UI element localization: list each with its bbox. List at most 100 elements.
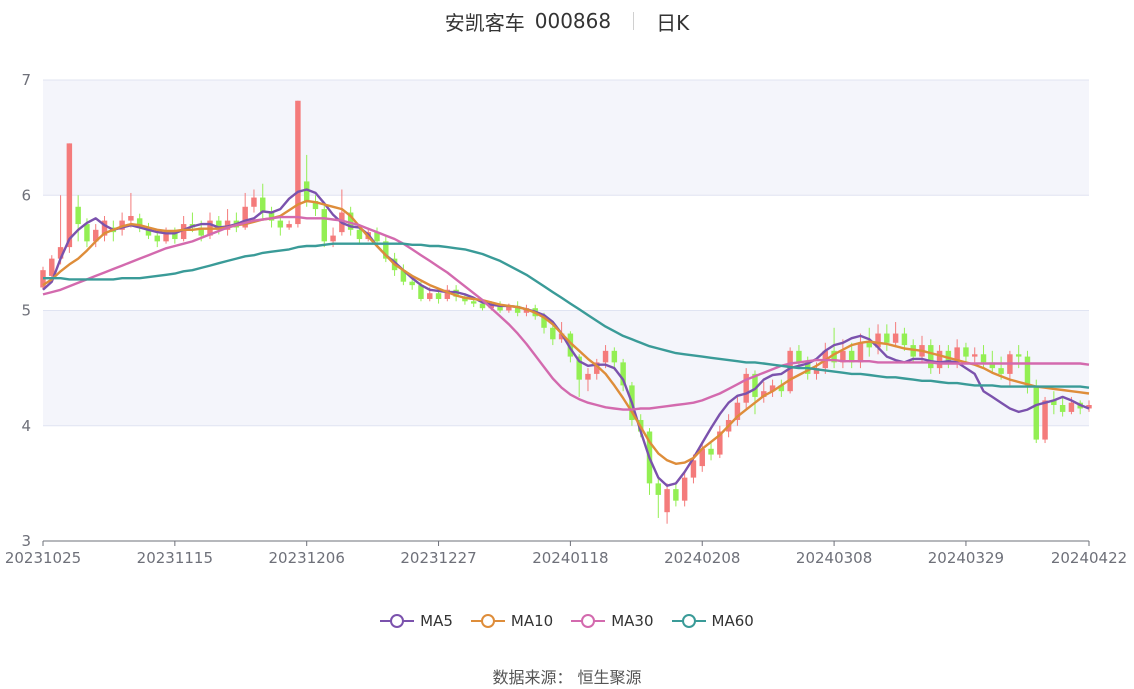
header-separator <box>633 12 635 30</box>
candle-body <box>295 100 301 225</box>
candle-body <box>154 235 160 242</box>
candle-body <box>761 391 767 397</box>
data-source: 数据来源： 恒生聚源 <box>492 668 642 687</box>
candle <box>339 189 345 236</box>
candle <box>286 220 292 230</box>
candle <box>400 264 407 286</box>
legend-label: MA60 <box>711 612 754 630</box>
candle <box>585 368 591 392</box>
legend-item-ma60[interactable]: MA60 <box>671 612 754 630</box>
candle-body <box>268 212 275 221</box>
candle-body <box>479 303 486 309</box>
candle-body <box>435 293 442 299</box>
candle-body <box>690 460 697 478</box>
candle-body <box>989 362 996 369</box>
legend-item-ma30[interactable]: MA30 <box>571 612 654 630</box>
candle-body <box>303 181 310 202</box>
candle-body <box>585 373 591 380</box>
legend-item-ma10[interactable]: MA10 <box>470 612 554 630</box>
candle <box>119 212 125 236</box>
candle-body <box>321 209 328 242</box>
candle-body <box>787 350 793 392</box>
candle-body <box>594 362 600 374</box>
candle-body <box>470 301 477 304</box>
legend-label: MA30 <box>611 612 654 630</box>
candle <box>321 204 328 248</box>
x-tick-label: 20231227 <box>400 549 476 567</box>
legend-marker <box>390 614 405 628</box>
candle-body <box>673 489 679 501</box>
candle <box>1033 379 1039 444</box>
stock-ticker: 000868 <box>534 9 612 33</box>
candle-body <box>743 373 749 403</box>
legend-marker <box>681 614 696 628</box>
candle-body <box>1068 402 1075 412</box>
candle <box>75 195 81 242</box>
candle <box>884 324 890 351</box>
candle-body <box>928 345 934 369</box>
candle <box>251 189 257 213</box>
y-tick-label: 7 <box>21 71 31 89</box>
candle-body <box>1059 405 1066 412</box>
candle-body <box>312 201 319 210</box>
candle <box>620 358 626 392</box>
candle-body <box>752 373 758 397</box>
grid-band <box>43 310 1089 426</box>
candle-body <box>734 402 741 420</box>
period-label: 日K <box>656 10 690 35</box>
candle-body <box>57 247 64 259</box>
candle <box>928 339 934 374</box>
candle-body <box>998 368 1004 374</box>
candle-body <box>383 241 389 259</box>
candle-body <box>620 362 626 386</box>
candle-body <box>1024 356 1031 386</box>
candle-body <box>558 333 565 340</box>
candle <box>796 345 802 369</box>
candle-body <box>251 197 257 207</box>
candle <box>1086 400 1092 412</box>
candle-body <box>75 206 81 225</box>
candle <box>769 379 776 397</box>
candle-body <box>901 333 908 346</box>
candle <box>743 368 749 409</box>
legend-swatch <box>671 612 706 630</box>
candle <box>936 345 943 374</box>
candle-body <box>514 305 521 313</box>
candle <box>383 235 389 263</box>
candle <box>93 224 99 248</box>
legend-label: MA10 <box>510 612 554 630</box>
candle-body <box>1086 405 1092 409</box>
legend-swatch <box>470 612 505 630</box>
candle <box>611 347 618 371</box>
candle <box>840 339 846 369</box>
grid-band <box>43 80 1089 196</box>
candle-body <box>488 304 495 309</box>
candle-body <box>66 143 73 248</box>
candle <box>66 143 73 253</box>
candle <box>673 483 679 507</box>
candle-body <box>506 305 512 311</box>
candle <box>708 443 714 461</box>
candle-body <box>831 350 837 363</box>
candle-body <box>409 281 415 286</box>
candle <box>752 370 758 415</box>
candle-body <box>172 232 178 240</box>
candle <box>717 425 723 459</box>
candle-body <box>1033 385 1039 440</box>
candle-body <box>972 354 978 357</box>
legend-marker <box>581 614 596 628</box>
candle-body <box>1051 400 1057 406</box>
candle-body <box>602 350 609 363</box>
candle <box>1042 396 1048 444</box>
candle <box>136 213 143 233</box>
legend-item-ma5[interactable]: MA5 <box>380 612 453 630</box>
y-tick-label: 3 <box>21 532 31 550</box>
candle <box>312 195 319 216</box>
candle-body <box>49 258 55 276</box>
candle-body <box>980 354 987 363</box>
candle <box>892 322 899 348</box>
candle-body <box>180 224 187 240</box>
candle-body <box>664 489 670 513</box>
candle <box>101 215 108 242</box>
ma-line-ma5 <box>42 188 1090 487</box>
